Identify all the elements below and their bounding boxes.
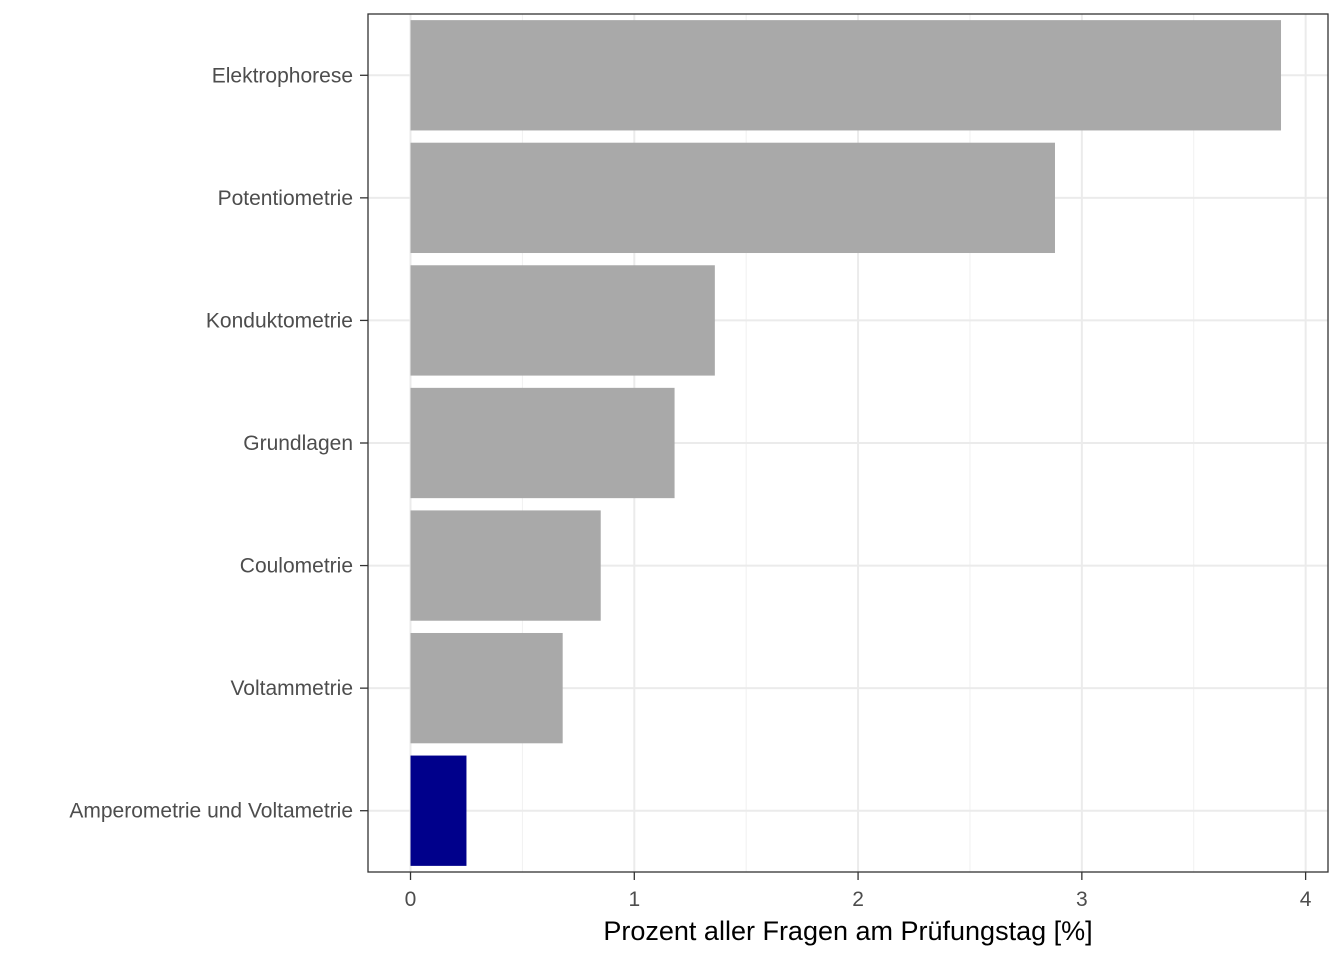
x-tick-label: 4 [1300,888,1312,911]
bar [410,387,675,499]
bar [410,142,1055,254]
bar [410,510,601,621]
y-tick-label: Voltammetrie [230,677,353,700]
x-tick-label: 0 [405,888,417,911]
y-tick-label: Grundlagen [243,432,353,455]
x-axis-title: Prozent aller Fragen am Prüfungstag [%] [603,916,1092,946]
y-tick-label: Konduktometrie [206,309,353,332]
bars [410,20,1282,866]
y-tick-label: Amperometrie und Voltametrie [69,800,353,823]
x-axis: 0 1 2 3 4 [405,872,1312,911]
x-tick-label: 2 [852,888,864,911]
y-tick-label: Elektrophorese [212,64,353,87]
x-tick-label: 3 [1076,888,1088,911]
y-tick-label: Coulometrie [240,555,353,578]
bar [410,20,1282,131]
y-axis: Elektrophorese Potentiometrie Konduktometr… [69,64,368,823]
bar [410,265,715,376]
bar [410,755,467,866]
y-tick-label: Potentiometrie [218,187,353,210]
bar [410,632,563,744]
x-tick-label: 1 [628,888,640,911]
